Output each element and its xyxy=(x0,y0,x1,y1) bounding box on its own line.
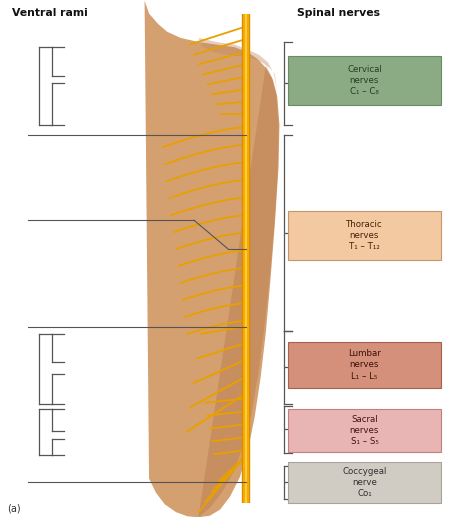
Text: Spinal nerves: Spinal nerves xyxy=(298,8,381,19)
Polygon shape xyxy=(145,1,280,517)
FancyBboxPatch shape xyxy=(288,462,442,503)
Polygon shape xyxy=(198,38,277,94)
FancyBboxPatch shape xyxy=(288,342,442,388)
Text: (a): (a) xyxy=(7,503,21,513)
FancyBboxPatch shape xyxy=(288,409,442,452)
Text: Ventral rami: Ventral rami xyxy=(12,8,87,19)
Text: Coccygeal
nerve
Co₁: Coccygeal nerve Co₁ xyxy=(342,467,387,498)
Text: Cervical
nerves
C₁ – C₈: Cervical nerves C₁ – C₈ xyxy=(347,65,382,96)
FancyBboxPatch shape xyxy=(288,211,442,260)
Polygon shape xyxy=(198,65,279,517)
FancyBboxPatch shape xyxy=(288,56,442,105)
Text: Sacral
nerves
S₁ – S₅: Sacral nerves S₁ – S₅ xyxy=(350,415,379,446)
Text: Lumbar
nerves
L₁ – L₅: Lumbar nerves L₁ – L₅ xyxy=(348,349,381,381)
Text: Thoracic
nerves
T₁ – T₁₂: Thoracic nerves T₁ – T₁₂ xyxy=(346,220,383,251)
